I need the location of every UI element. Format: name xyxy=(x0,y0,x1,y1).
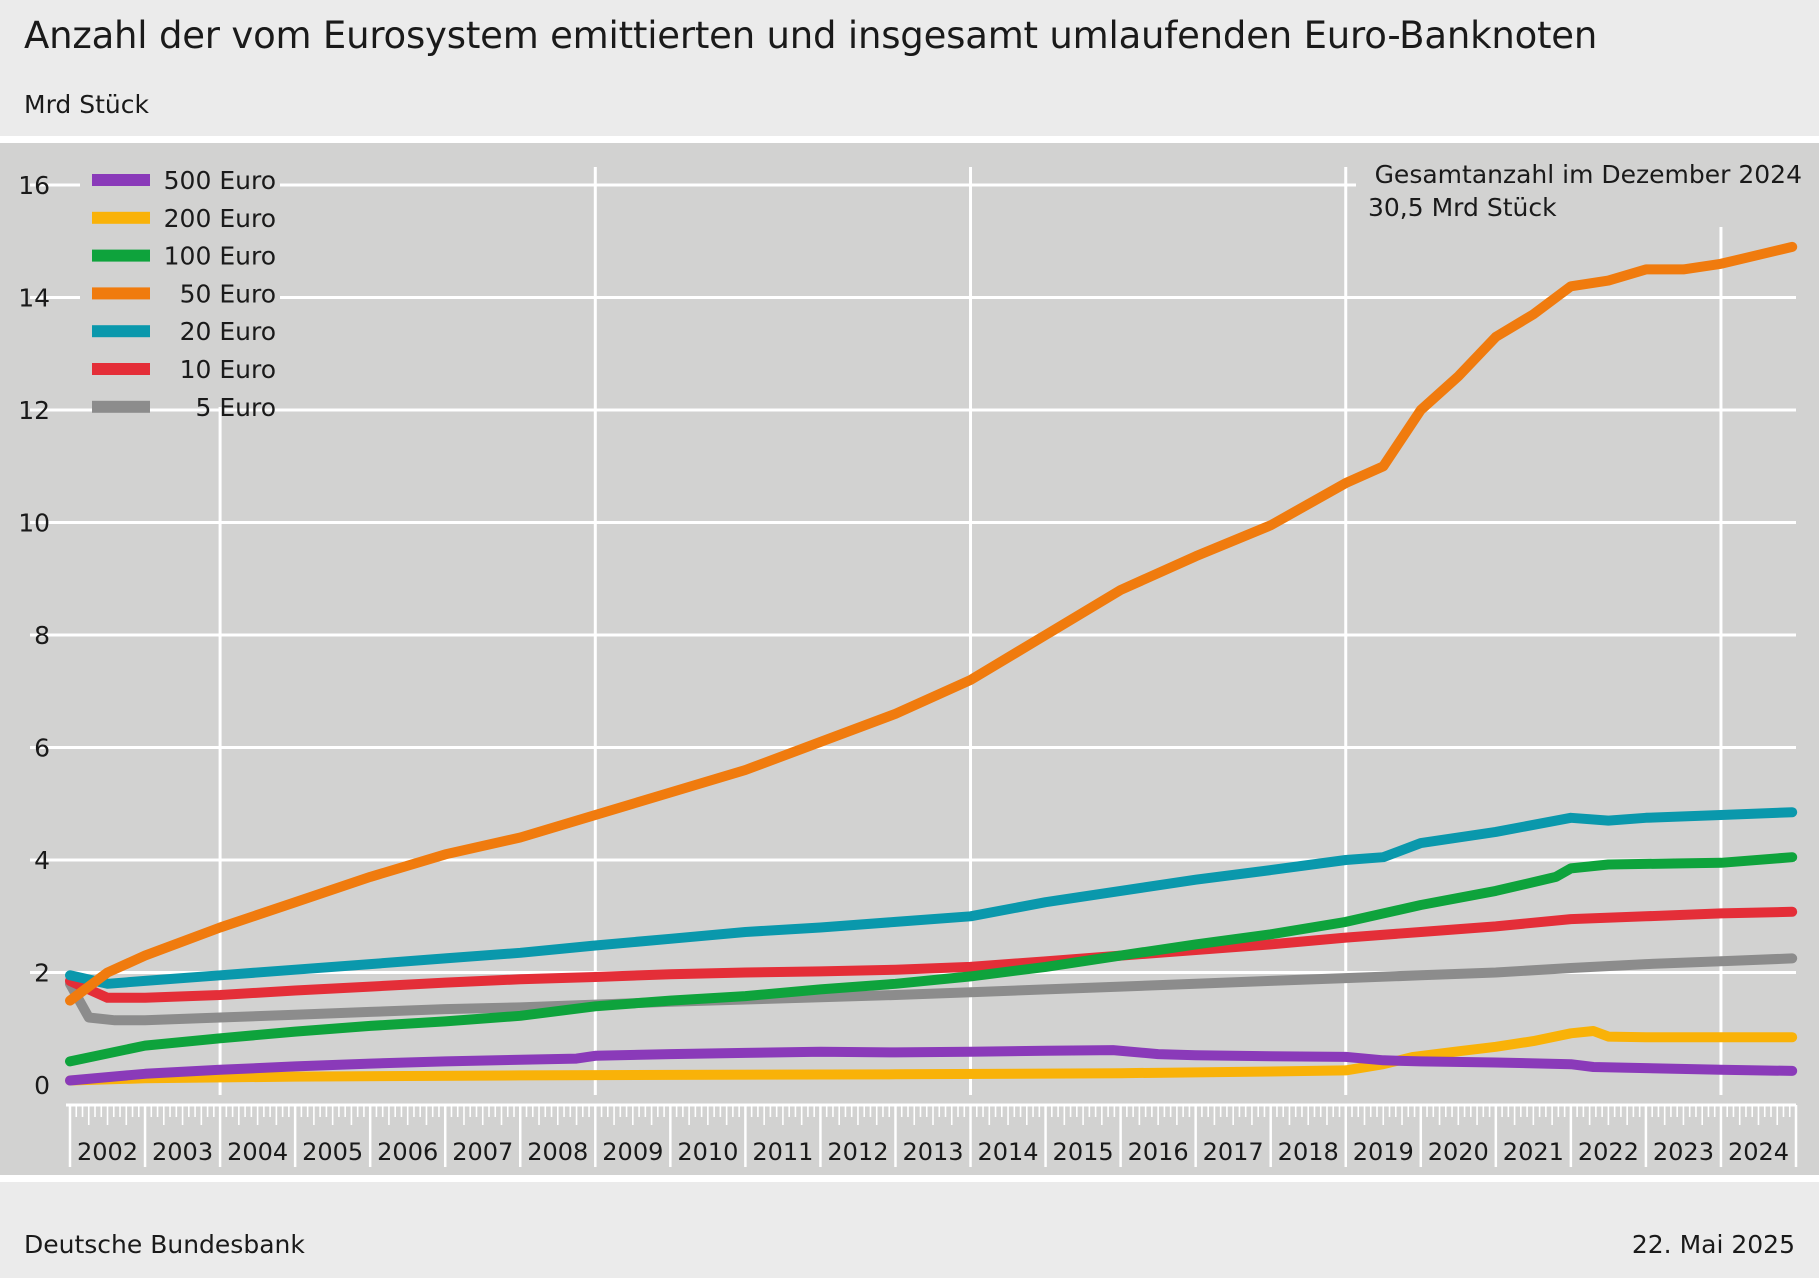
y-tick-label: 4 xyxy=(34,846,50,875)
series-line-5-euro xyxy=(65,953,1798,1026)
y-tick-label: 8 xyxy=(34,621,50,650)
x-tick-label: 2009 xyxy=(602,1138,663,1166)
x-tick-label: 2016 xyxy=(1128,1138,1189,1166)
y-tick-label: 6 xyxy=(34,734,50,763)
legend-swatch xyxy=(92,325,150,338)
y-tick-label: 12 xyxy=(18,396,50,425)
x-tick-label: 2013 xyxy=(902,1138,963,1166)
x-tick-label: 2012 xyxy=(827,1138,888,1166)
annotation-line-2: 30,5 Mrd Stück xyxy=(1368,193,1557,222)
source-label: Deutsche Bundesbank xyxy=(24,1230,305,1259)
annotation-line-1: Gesamtanzahl im Dezember 2024 xyxy=(1375,160,1802,189)
x-tick-label: 2023 xyxy=(1653,1138,1714,1166)
chart-title: Anzahl der vom Eurosystem emittierten un… xyxy=(24,14,1598,57)
line-chart: 2002 2003 2004 2005 2006 2007 2008 2009 2010 2011… xyxy=(18,153,1806,1167)
x-tick-label: 2002 xyxy=(77,1138,138,1166)
legend-swatch xyxy=(92,287,150,300)
chart-panel: 2002 2003 2004 2005 2006 2007 2008 2009 2010 2011… xyxy=(0,136,1819,1182)
annotation-background xyxy=(1356,153,1806,227)
grid-lines xyxy=(30,167,1796,1095)
series-lines xyxy=(65,241,1798,1086)
legend-swatch xyxy=(92,211,150,224)
y-tick-label: 0 xyxy=(34,1071,50,1100)
legend-label: 100 Euro xyxy=(164,242,276,271)
legend-label: 200 Euro xyxy=(164,204,276,233)
legend: 500 Euro 200 Euro 100 Euro 50 Euro 20 Euro 10… xyxy=(80,157,280,422)
x-tick-label: 2006 xyxy=(377,1138,438,1166)
series-line-50-euro xyxy=(65,241,1798,1006)
legend-swatch xyxy=(92,249,150,262)
x-tick-label: 2007 xyxy=(452,1138,513,1166)
legend-swatch xyxy=(92,363,150,375)
x-tick-label: 2021 xyxy=(1503,1138,1564,1166)
x-tick-label: 2003 xyxy=(152,1138,213,1166)
series-line-100-euro xyxy=(65,852,1798,1067)
y-axis: 0 2 4 6 8 10 12 14 16 xyxy=(18,171,50,1100)
x-tick-label: 2010 xyxy=(677,1138,738,1166)
x-axis: 2002 2003 2004 2005 2006 2007 2008 2009 2010 2011… xyxy=(66,1103,1798,1167)
series-line-10-euro xyxy=(65,906,1798,1003)
chart-subtitle: Mrd Stück xyxy=(24,90,149,119)
x-tick-label: 2020 xyxy=(1428,1138,1489,1166)
x-tick-label: 2008 xyxy=(527,1138,588,1166)
series-line-20-euro xyxy=(65,807,1798,989)
x-tick-label: 2004 xyxy=(227,1138,288,1166)
x-tick-label: 2024 xyxy=(1728,1138,1789,1166)
publication-date: 22. Mai 2025 xyxy=(1631,1230,1795,1259)
y-tick-label: 14 xyxy=(18,284,50,313)
total-annotation: Gesamtanzahl im Dezember 2024 30,5 Mrd S… xyxy=(1356,153,1806,227)
y-tick-label: 2 xyxy=(34,959,50,988)
x-tick-label: 2022 xyxy=(1578,1138,1639,1166)
legend-label: 10 Euro xyxy=(180,355,276,384)
x-tick-label: 2011 xyxy=(752,1138,813,1166)
x-tick-label: 2018 xyxy=(1278,1138,1339,1166)
series-line-500-euro xyxy=(65,1045,1798,1086)
legend-label: 20 Euro xyxy=(180,317,276,346)
y-tick-label: 16 xyxy=(18,171,50,200)
y-tick-label: 10 xyxy=(18,509,50,538)
x-tick-label: 2017 xyxy=(1203,1138,1264,1166)
legend-label: 5 Euro xyxy=(195,393,276,422)
x-tick-label: 2014 xyxy=(978,1138,1039,1166)
x-tick-label: 2005 xyxy=(302,1138,363,1166)
legend-label: 50 Euro xyxy=(180,279,276,308)
x-tick-label: 2019 xyxy=(1353,1138,1414,1166)
legend-label: 500 Euro xyxy=(164,166,276,195)
x-tick-label: 2015 xyxy=(1053,1138,1114,1166)
legend-swatch xyxy=(92,174,150,186)
legend-swatch xyxy=(92,400,150,413)
